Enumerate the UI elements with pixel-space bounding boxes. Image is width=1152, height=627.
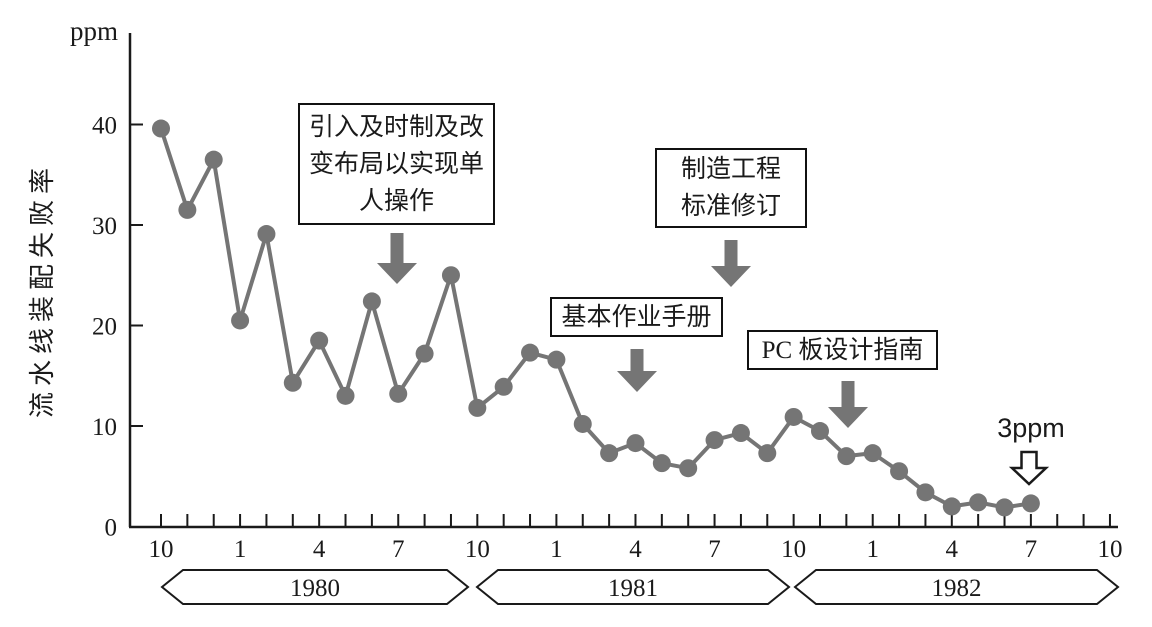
year-band-1982 <box>793 569 1120 605</box>
x-tick-label: 10 <box>1097 536 1122 563</box>
down-arrow-icon <box>617 349 657 392</box>
data-point <box>863 444 882 463</box>
down-arrow-icon <box>377 233 417 284</box>
hollow-down-arrow-icon <box>1008 450 1050 486</box>
data-point <box>758 444 777 463</box>
x-tick-label: 1 <box>866 536 879 563</box>
data-point <box>705 431 724 450</box>
y-tick-label: 20 <box>92 314 117 341</box>
data-point <box>811 422 829 441</box>
series-line <box>159 126 1033 510</box>
annotation-text-line: 引入及时制及改 <box>308 113 484 141</box>
x-tick-label: 7 <box>1025 536 1038 563</box>
x-tick-label: 7 <box>392 536 405 563</box>
down-arrow-icon <box>711 240 751 287</box>
data-point <box>652 454 671 473</box>
data-point <box>837 447 856 466</box>
year-band-label: 1980 <box>290 575 340 602</box>
annotation-box-jit: 引入及时制及改 变布局以实现单 人操作 <box>298 103 495 225</box>
data-point <box>204 150 223 169</box>
data-point <box>784 407 803 426</box>
data-point <box>178 200 197 219</box>
annotation-text-line: 基本作业手册 <box>561 303 712 331</box>
data-point <box>468 398 487 417</box>
data-point <box>731 424 750 443</box>
x-tick-label: 1 <box>550 536 563 563</box>
down-arrow-icon <box>828 381 868 428</box>
data-point <box>283 373 302 392</box>
data-point <box>362 292 381 311</box>
x-tick-label: 1 <box>234 536 247 563</box>
year-band-label: 1981 <box>608 575 658 602</box>
x-tick-label: 7 <box>708 536 721 563</box>
y-axis-unit-label: ppm <box>70 16 119 46</box>
end-value-label: 3ppm <box>997 413 1065 443</box>
annotation-box-mfg-standard: 制造工程 标准修订 <box>655 148 807 228</box>
y-tick-label: 0 <box>105 515 118 542</box>
y-tick-label: 10 <box>92 414 117 441</box>
data-point <box>521 343 540 362</box>
data-point <box>231 311 250 330</box>
data-point <box>336 386 355 405</box>
data-point <box>257 225 276 244</box>
x-tick-label: 4 <box>946 536 959 563</box>
data-point <box>626 434 645 453</box>
data-point <box>1021 494 1040 513</box>
data-point <box>389 384 408 403</box>
data-point <box>600 444 619 463</box>
year-band-label: 1982 <box>932 575 982 602</box>
annotation-text-line: 人操作 <box>358 187 434 215</box>
data-point <box>916 483 935 502</box>
x-tick-label: 10 <box>149 536 174 563</box>
data-point <box>441 266 460 285</box>
year-band-1981 <box>475 569 791 605</box>
annotation-text-line: 变布局以实现单 <box>308 150 484 178</box>
data-point <box>547 350 566 369</box>
year-band-1980 <box>160 569 470 605</box>
data-point <box>310 331 329 350</box>
annotation-text-line: 标准修订 <box>680 193 781 220</box>
x-tick-label: 4 <box>629 536 642 563</box>
data-point <box>890 462 909 481</box>
x-tick-label: 10 <box>781 536 806 563</box>
annotation-box-pcb-guide: PC 板设计指南 <box>747 330 938 370</box>
annotation-box-basic-manual: 基本作业手册 <box>550 297 723 337</box>
data-point <box>969 493 988 512</box>
data-point <box>152 119 170 138</box>
y-tick-label: 40 <box>92 113 117 140</box>
annotation-text-line: PC 板设计指南 <box>761 336 924 364</box>
data-point <box>573 414 592 433</box>
annotation-text-line: 制造工程 <box>680 156 781 183</box>
x-tick-label: 4 <box>313 536 326 563</box>
data-point <box>494 377 513 396</box>
data-point <box>942 497 961 516</box>
data-point <box>415 344 434 363</box>
data-point <box>995 498 1014 517</box>
data-point <box>679 459 698 478</box>
x-tick-label: 10 <box>465 536 490 563</box>
y-axis-title: 流水线装配失败率 <box>28 162 57 419</box>
y-tick-label: 30 <box>92 213 117 240</box>
